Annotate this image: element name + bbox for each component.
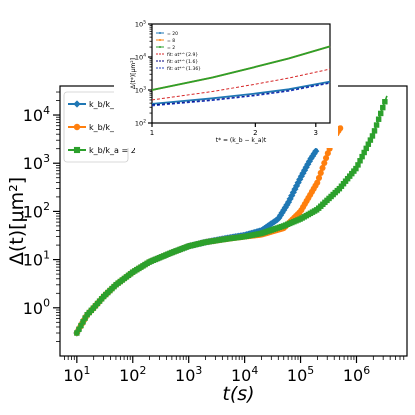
y-tick-label: 102 bbox=[23, 200, 50, 221]
series-square bbox=[74, 95, 388, 336]
inset-minor-ticks bbox=[149, 25, 152, 114]
inset-y-tick-label: 105 bbox=[135, 20, 146, 29]
inset-series-line bbox=[151, 45, 331, 91]
data-point bbox=[284, 198, 293, 206]
data-point bbox=[294, 179, 302, 187]
inset-fit-line bbox=[151, 68, 331, 101]
inset-series-line bbox=[151, 80, 331, 105]
x-tick-label: 103 bbox=[175, 364, 202, 385]
data-point bbox=[315, 174, 323, 181]
inset-y-tick-label: 104 bbox=[135, 53, 146, 62]
data-point bbox=[297, 172, 305, 180]
x-tick-label: 102 bbox=[119, 364, 146, 385]
inset-fit-line bbox=[151, 82, 331, 107]
x-tick-label: 104 bbox=[231, 364, 258, 385]
data-point bbox=[275, 214, 283, 222]
minor-ticks bbox=[56, 91, 405, 360]
data-point bbox=[323, 154, 330, 162]
data-point bbox=[382, 99, 388, 105]
legend-label: k_b/k_a = 2 bbox=[89, 146, 136, 155]
legend-marker bbox=[73, 123, 81, 131]
inset-y-tick-label: 102 bbox=[135, 119, 146, 128]
inset-legend-label: = 8 bbox=[167, 38, 175, 44]
inset-legend-label: fit: αt*^{1.6} bbox=[167, 59, 198, 65]
data-point bbox=[337, 125, 344, 132]
data-point bbox=[288, 192, 296, 200]
data-point bbox=[369, 133, 376, 139]
inset-legend-marker bbox=[159, 46, 161, 48]
data-point bbox=[371, 128, 378, 134]
inset-legend-label: = 20 bbox=[167, 31, 178, 37]
x-tick-label: 101 bbox=[63, 364, 90, 385]
inset-chart: 1 2 3 102 103 104 105 t* = (k_b − k_a)t Δ(t*)[μm… bbox=[114, 16, 338, 148]
inset-x-tick-label: 3 bbox=[314, 129, 318, 137]
inset-legend-marker bbox=[159, 39, 161, 41]
main-chart: 101 102 103 104 105 106100101102103104t(s)Δ(t… bbox=[6, 85, 408, 405]
inset-x-axis-label: t* = (k_b − k_a)t bbox=[216, 137, 267, 144]
inset-frame bbox=[151, 23, 331, 124]
data-point bbox=[80, 319, 86, 325]
data-point bbox=[82, 315, 88, 321]
data-point bbox=[76, 326, 82, 333]
data-point bbox=[380, 104, 386, 111]
data-point bbox=[78, 322, 84, 329]
data-point bbox=[312, 147, 320, 155]
inset-legend-marker bbox=[159, 32, 161, 34]
y-axis-ticks: 100 101 102 103 104 bbox=[23, 104, 60, 318]
data-point bbox=[365, 141, 372, 147]
data-point bbox=[377, 110, 384, 117]
x-tick-label: 106 bbox=[343, 364, 370, 385]
legend-label: k_b/k_a = 8 bbox=[89, 123, 136, 132]
data-point bbox=[361, 149, 367, 156]
legend-marker bbox=[73, 100, 81, 108]
data-point bbox=[308, 152, 317, 160]
inset-x-tick-label: 1 bbox=[150, 129, 154, 137]
y-tick-label: 100 bbox=[23, 297, 50, 318]
y-axis-label: Δ(t)[μm²] bbox=[6, 177, 28, 265]
data-point bbox=[375, 116, 382, 122]
data-point bbox=[281, 203, 289, 212]
data-point bbox=[74, 330, 80, 336]
inset-legend-label: = 2 bbox=[167, 45, 175, 51]
data-point bbox=[357, 158, 363, 164]
data-point bbox=[319, 164, 326, 172]
inset-legend-label: fit: αt*^{1.36} bbox=[167, 66, 201, 72]
y-tick-label: 101 bbox=[23, 248, 50, 269]
data-point bbox=[367, 137, 374, 143]
data-point bbox=[355, 162, 361, 168]
data-point bbox=[305, 157, 313, 165]
y-tick-label: 104 bbox=[23, 104, 50, 125]
data-point bbox=[359, 153, 365, 160]
data-point bbox=[299, 169, 307, 177]
data-point bbox=[314, 179, 321, 186]
inset-legend-label: fit: αt*^{2.9} bbox=[167, 52, 198, 58]
y-tick-label: 103 bbox=[23, 152, 50, 173]
data-point bbox=[363, 145, 369, 152]
legend-marker bbox=[73, 146, 81, 154]
x-tick-label: 105 bbox=[287, 364, 314, 385]
data-point bbox=[353, 165, 359, 172]
x-axis-label: t(s) bbox=[222, 383, 254, 405]
inset-y-axis-label: Δ(t*)[μm²] bbox=[130, 58, 137, 89]
data-point bbox=[302, 163, 310, 171]
data-point bbox=[373, 122, 380, 128]
inset-x-tick-label: 2 bbox=[253, 129, 257, 137]
data-point bbox=[321, 159, 328, 167]
x-axis-ticks: 101 102 103 104 105 106 bbox=[63, 356, 370, 385]
data-point bbox=[296, 175, 304, 183]
inset-y-tick-label: 103 bbox=[135, 86, 146, 95]
data-point bbox=[278, 209, 286, 217]
inset-background bbox=[114, 16, 338, 148]
data-point bbox=[317, 169, 324, 177]
